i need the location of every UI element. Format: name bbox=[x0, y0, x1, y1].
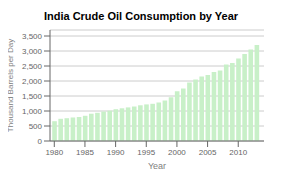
svg-text:1,500: 1,500 bbox=[22, 92, 43, 101]
svg-text:Thousand Barrels per Day: Thousand Barrels per Day bbox=[8, 39, 15, 132]
svg-text:Year: Year bbox=[148, 161, 166, 169]
svg-text:500: 500 bbox=[29, 122, 43, 131]
svg-text:2,000: 2,000 bbox=[22, 77, 43, 86]
svg-text:1990: 1990 bbox=[107, 148, 125, 157]
svg-text:2000: 2000 bbox=[168, 148, 186, 157]
svg-text:2,500: 2,500 bbox=[22, 62, 43, 71]
svg-text:2010: 2010 bbox=[229, 148, 247, 157]
svg-text:1985: 1985 bbox=[76, 148, 94, 157]
svg-text:2005: 2005 bbox=[199, 148, 217, 157]
svg-text:3,000: 3,000 bbox=[22, 47, 43, 56]
html-text:India Crude Oil Consumption by: India Crude Oil Consumption by Year bbox=[43, 10, 239, 22]
svg-text:0: 0 bbox=[38, 137, 43, 146]
svg-text:1980: 1980 bbox=[45, 148, 63, 157]
svg-text:1,000: 1,000 bbox=[22, 107, 43, 116]
svg-text:3,500: 3,500 bbox=[22, 32, 43, 41]
svg-text:1995: 1995 bbox=[137, 148, 155, 157]
